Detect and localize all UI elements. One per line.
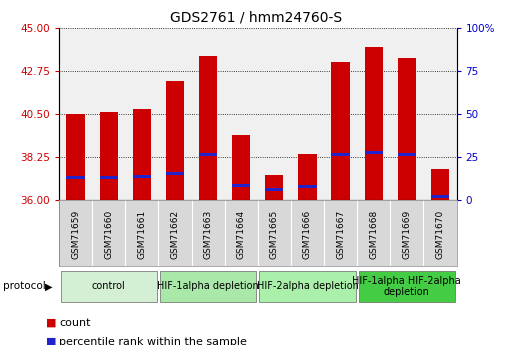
Text: protocol: protocol bbox=[3, 282, 45, 291]
Bar bbox=[265, 175, 284, 200]
Bar bbox=[133, 175, 151, 178]
FancyBboxPatch shape bbox=[260, 271, 356, 302]
Text: GSM71670: GSM71670 bbox=[436, 210, 444, 259]
Text: GSM71662: GSM71662 bbox=[170, 210, 180, 259]
Text: ▶: ▶ bbox=[45, 282, 53, 291]
Text: GSM71667: GSM71667 bbox=[336, 210, 345, 259]
Bar bbox=[133, 109, 151, 200]
Bar bbox=[67, 176, 85, 179]
Bar bbox=[199, 153, 217, 156]
Bar bbox=[398, 153, 416, 156]
Bar bbox=[265, 188, 284, 190]
FancyBboxPatch shape bbox=[61, 271, 157, 302]
Bar bbox=[100, 176, 118, 179]
Text: GSM71666: GSM71666 bbox=[303, 210, 312, 259]
Bar bbox=[331, 62, 350, 200]
Bar bbox=[331, 153, 350, 156]
Bar bbox=[67, 114, 85, 200]
Text: count: count bbox=[59, 318, 90, 327]
Text: GSM71661: GSM71661 bbox=[137, 210, 146, 259]
Text: GSM71659: GSM71659 bbox=[71, 210, 80, 259]
Text: GSM71664: GSM71664 bbox=[236, 210, 246, 259]
Text: GSM71663: GSM71663 bbox=[204, 210, 212, 259]
Text: HIF-1alpha HIF-2alpha
depletion: HIF-1alpha HIF-2alpha depletion bbox=[352, 276, 461, 297]
Text: GSM71668: GSM71668 bbox=[369, 210, 378, 259]
Bar bbox=[100, 112, 118, 200]
Text: percentile rank within the sample: percentile rank within the sample bbox=[59, 337, 247, 345]
Bar bbox=[232, 135, 250, 200]
Bar bbox=[365, 151, 383, 154]
Text: ■: ■ bbox=[46, 337, 56, 345]
Text: control: control bbox=[92, 282, 126, 291]
Bar bbox=[232, 184, 250, 187]
Text: GSM71665: GSM71665 bbox=[270, 210, 279, 259]
FancyBboxPatch shape bbox=[359, 271, 455, 302]
Text: GSM71669: GSM71669 bbox=[402, 210, 411, 259]
Bar bbox=[365, 47, 383, 200]
Bar bbox=[431, 195, 449, 198]
Text: GDS2761 / hmm24760-S: GDS2761 / hmm24760-S bbox=[170, 10, 343, 24]
FancyBboxPatch shape bbox=[160, 271, 256, 302]
Bar bbox=[398, 58, 416, 200]
Bar bbox=[299, 154, 317, 200]
Text: HIF-1alpha depletion: HIF-1alpha depletion bbox=[157, 282, 259, 291]
Bar bbox=[166, 172, 184, 175]
Text: HIF-2alpha depletion: HIF-2alpha depletion bbox=[256, 282, 359, 291]
Bar bbox=[431, 169, 449, 200]
Bar bbox=[166, 81, 184, 200]
Text: GSM71660: GSM71660 bbox=[104, 210, 113, 259]
Text: ■: ■ bbox=[46, 318, 56, 327]
Bar bbox=[199, 56, 217, 200]
Bar bbox=[299, 185, 317, 188]
